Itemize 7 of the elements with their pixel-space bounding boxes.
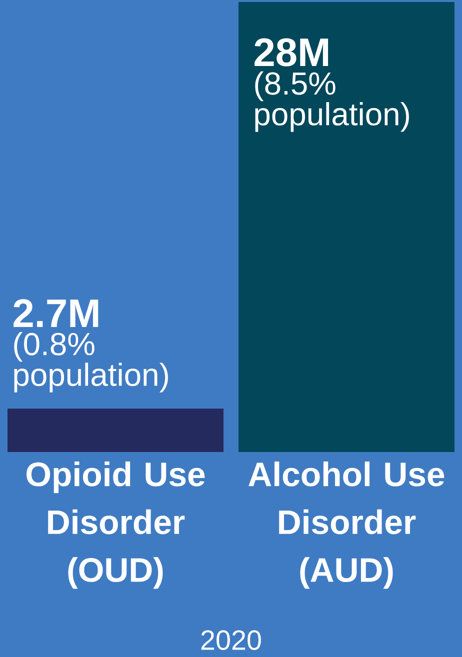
x-axis-title: 2020 [201,630,261,650]
data-label: 2.7M [14,299,98,327]
x-tick-label: Alcohol Use Disorder (AUD) [248,462,444,589]
x-tick-label: Opioid Use Disorder (OUD) [26,462,205,589]
annotation: (0.8% population) [14,332,168,392]
annotation: (8.5% population) [255,71,409,132]
data-label: 28M [254,38,328,66]
